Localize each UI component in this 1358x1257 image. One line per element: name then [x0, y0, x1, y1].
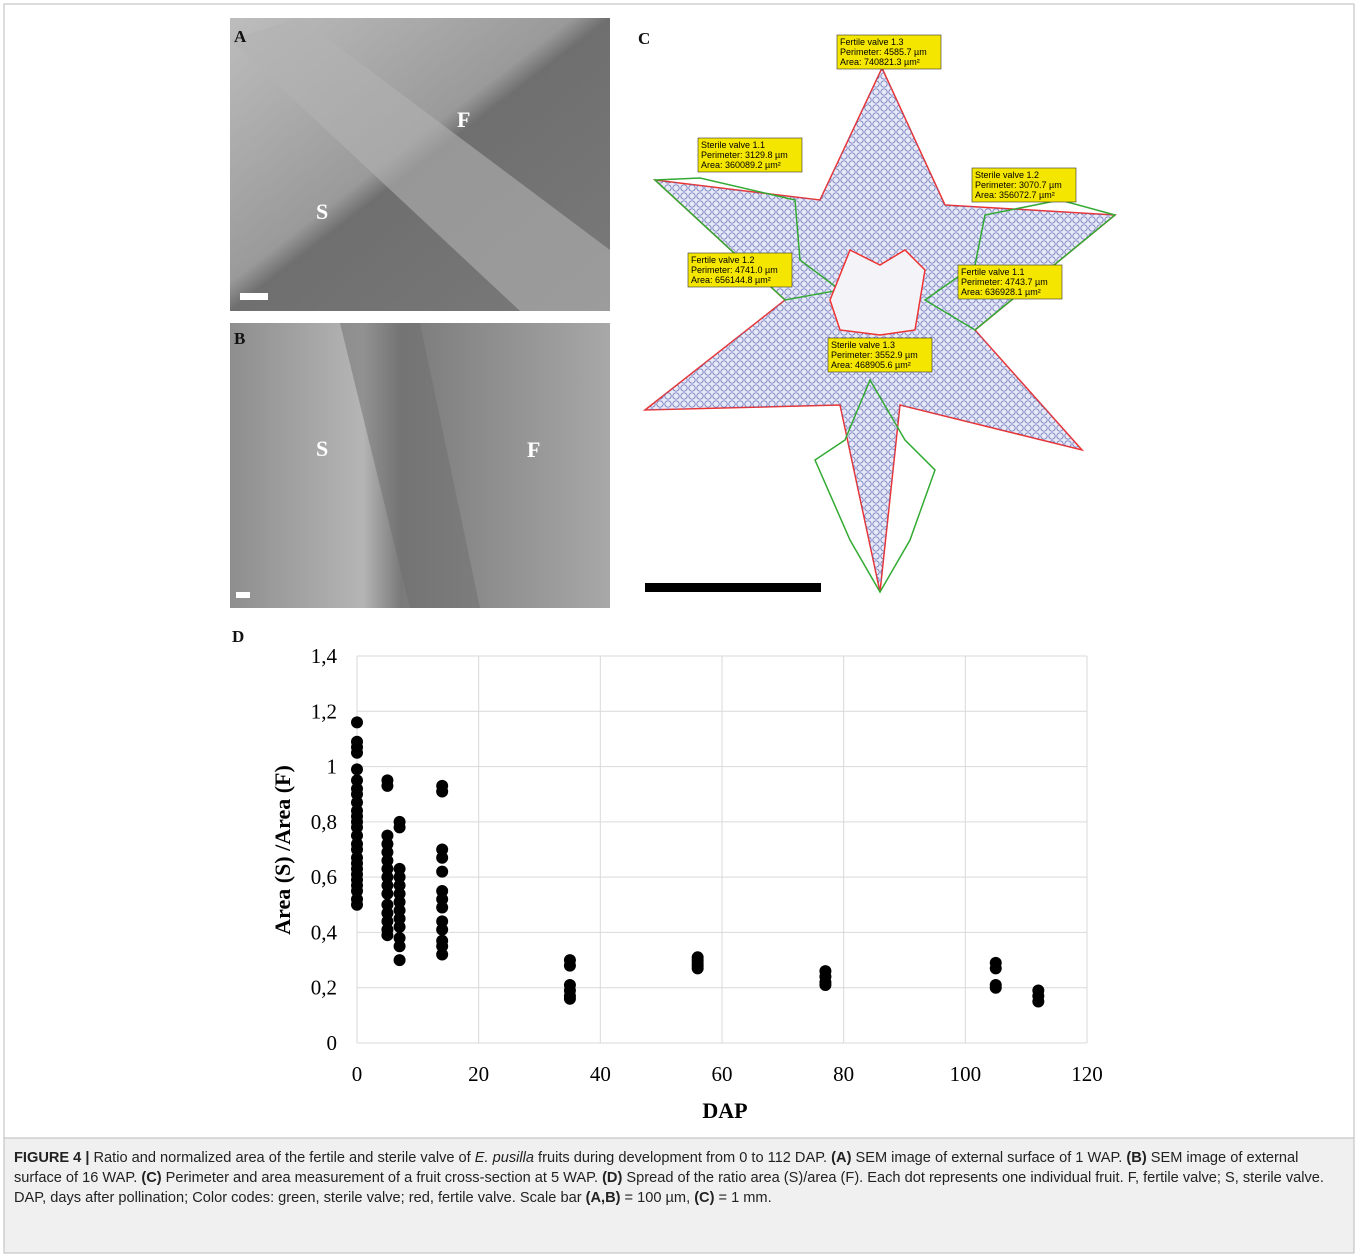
y-tick-label: 0,2 [311, 976, 337, 1000]
panel-letter: D [232, 627, 244, 646]
data-point [351, 716, 363, 728]
caption-text: = 100 µm, [620, 1190, 694, 1206]
caption-text: E. pusilla [475, 1150, 534, 1166]
caption-ref: (B) [1126, 1150, 1146, 1166]
data-point [692, 962, 704, 974]
data-point [381, 929, 393, 941]
data-point [819, 979, 831, 991]
figure-label: FIGURE 4 | [14, 1150, 89, 1166]
caption-text: Perimeter and area measurement of a frui… [162, 1170, 602, 1186]
y-axis-title: Area (S) /Area (F) [270, 765, 295, 935]
annotation-text: Perimeter: 4743.7 µm [961, 277, 1048, 287]
caption-ref: (A,B) [586, 1190, 621, 1206]
data-point [351, 763, 363, 775]
caption-text: fruits during development from 0 to 112 … [534, 1150, 831, 1166]
annotation-text: Perimeter: 4741.0 µm [691, 265, 778, 275]
y-tick-label: 0,6 [311, 865, 337, 889]
annotation-text: Area: 656144.8 µm² [691, 275, 771, 285]
y-tick-label: 1,4 [311, 644, 338, 668]
annotation-text: Sterile valve 1.2 [975, 170, 1039, 180]
data-point [564, 960, 576, 972]
caption-ref: (C) [141, 1170, 161, 1186]
data-point [436, 852, 448, 864]
y-tick-label: 0 [327, 1031, 338, 1055]
region-label: S [316, 436, 328, 461]
data-point [436, 949, 448, 961]
x-tick-label: 100 [950, 1062, 982, 1086]
data-point [351, 899, 363, 911]
y-tick-label: 1,2 [311, 699, 337, 723]
annotation-text: Area: 360089.2 µm² [701, 160, 781, 170]
data-point [394, 954, 406, 966]
data-point [990, 982, 1002, 994]
caption-text: = 1 mm. [714, 1190, 771, 1206]
data-point [351, 747, 363, 759]
page: A F S B S F C Fertile valve 1.3Perimeter… [0, 0, 1358, 1257]
caption-ref: (D) [602, 1170, 622, 1186]
data-point [381, 780, 393, 792]
scale-bar [240, 293, 268, 300]
region-label: S [316, 199, 328, 224]
panel-letter: B [234, 329, 245, 348]
caption-text: Ratio and normalized area of the fertile… [89, 1150, 474, 1166]
data-point [436, 902, 448, 914]
data-point [436, 924, 448, 936]
annotation-text: Perimeter: 3552.9 µm [831, 350, 918, 360]
y-tick-label: 1 [327, 755, 338, 779]
data-point [394, 921, 406, 933]
figure: A F S B S F C Fertile valve 1.3Perimeter… [0, 0, 1358, 1257]
data-point [1032, 996, 1044, 1008]
x-tick-label: 40 [590, 1062, 611, 1086]
annotation-text: Area: 356072.7 µm² [975, 190, 1055, 200]
chart: 0 0,2 0,4 0,6 0,8 1 1,2 1,4 0 20 40 60 80 100 120 [311, 644, 1103, 1086]
region-label: F [527, 437, 540, 462]
scale-bar [645, 583, 821, 592]
annotation-text: Fertile valve 1.2 [691, 255, 755, 265]
data-point [990, 962, 1002, 974]
annotation-text: Fertile valve 1.1 [961, 267, 1025, 277]
panel-letter: C [638, 29, 650, 48]
x-axis-title: DAP [702, 1098, 747, 1123]
data-point [381, 888, 393, 900]
caption-ref: (C) [694, 1190, 714, 1206]
x-tick-label: 20 [468, 1062, 489, 1086]
annotation-text: Sterile valve 1.3 [831, 340, 895, 350]
x-tick-label: 0 [352, 1062, 363, 1086]
y-tick-label: 0,4 [311, 920, 338, 944]
panel-letter: A [234, 27, 247, 46]
caption: FIGURE 4 | Ratio and normalized area of … [14, 1148, 1344, 1208]
annotation-text: Perimeter: 4585.7 µm [840, 47, 927, 57]
annotation-text: Perimeter: 3070.7 µm [975, 180, 1062, 190]
annotation-text: Area: 468905.6 µm² [831, 360, 911, 370]
data-point [436, 866, 448, 878]
region-label: F [457, 107, 470, 132]
annotation-text: Sterile valve 1.1 [701, 140, 765, 150]
data-point [436, 785, 448, 797]
data-point [394, 940, 406, 952]
annotation-text: Fertile valve 1.3 [840, 37, 904, 47]
caption-ref: (A) [831, 1150, 851, 1166]
annotation-text: Area: 740821.3 µm² [840, 57, 920, 67]
y-tick-label: 0,8 [311, 810, 337, 834]
figure-border [4, 4, 1354, 1138]
x-tick-label: 120 [1071, 1062, 1103, 1086]
scale-bar [236, 592, 250, 598]
caption-text: SEM image of external surface of 1 WAP. [851, 1150, 1126, 1166]
data-point [394, 821, 406, 833]
x-tick-label: 60 [712, 1062, 733, 1086]
x-tick-label: 80 [833, 1062, 854, 1086]
annotation-text: Perimeter: 3129.8 µm [701, 150, 788, 160]
data-point [564, 993, 576, 1005]
annotation-text: Area: 636928.1 µm² [961, 287, 1041, 297]
